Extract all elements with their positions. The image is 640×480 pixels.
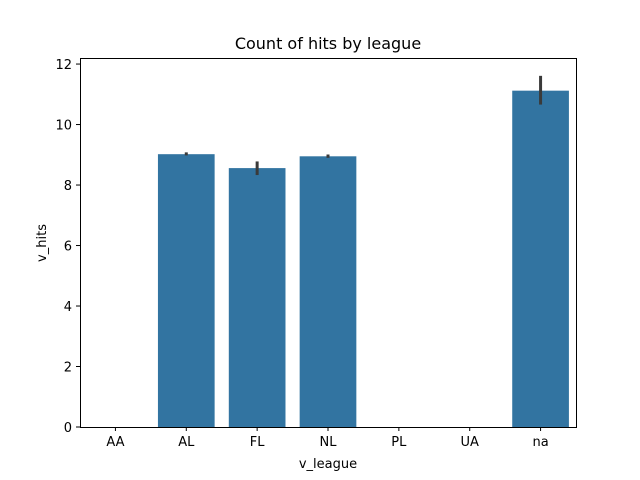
error-bars-layer bbox=[184, 75, 543, 176]
x-axis: AA AL FL NL PL UA na bbox=[106, 427, 549, 450]
x-tick-label-na: na bbox=[532, 435, 548, 450]
y-tick-label-4: 4 bbox=[64, 300, 72, 315]
y-tick-label-6: 6 bbox=[64, 240, 72, 255]
y-tick-label-2: 2 bbox=[64, 361, 72, 376]
y-tick-label-10: 10 bbox=[55, 119, 72, 134]
plot-frame bbox=[80, 58, 577, 428]
bars-layer bbox=[157, 90, 569, 428]
bar-nl bbox=[299, 156, 357, 427]
x-tick-label-ua: UA bbox=[461, 435, 480, 450]
x-tick-label-nl: NL bbox=[320, 435, 338, 450]
y-tick-label-12: 12 bbox=[55, 58, 72, 73]
y-tick-label-8: 8 bbox=[64, 179, 72, 194]
x-tick-label-aa: AA bbox=[106, 435, 124, 450]
bar-na bbox=[512, 90, 569, 427]
x-tick-label-fl: FL bbox=[250, 435, 265, 450]
y-axis: 0 2 4 6 8 10 12 bbox=[55, 58, 80, 436]
y-axis-title: v_hits bbox=[35, 224, 50, 262]
y-tick-label-0: 0 bbox=[64, 421, 72, 436]
x-axis-title: v_league bbox=[299, 457, 357, 472]
bar-fl bbox=[228, 168, 286, 427]
chart-title: Count of hits by league bbox=[235, 34, 421, 53]
x-tick-label-al: AL bbox=[178, 435, 195, 450]
bar-al bbox=[157, 154, 215, 428]
x-tick-label-pl: PL bbox=[391, 435, 407, 450]
